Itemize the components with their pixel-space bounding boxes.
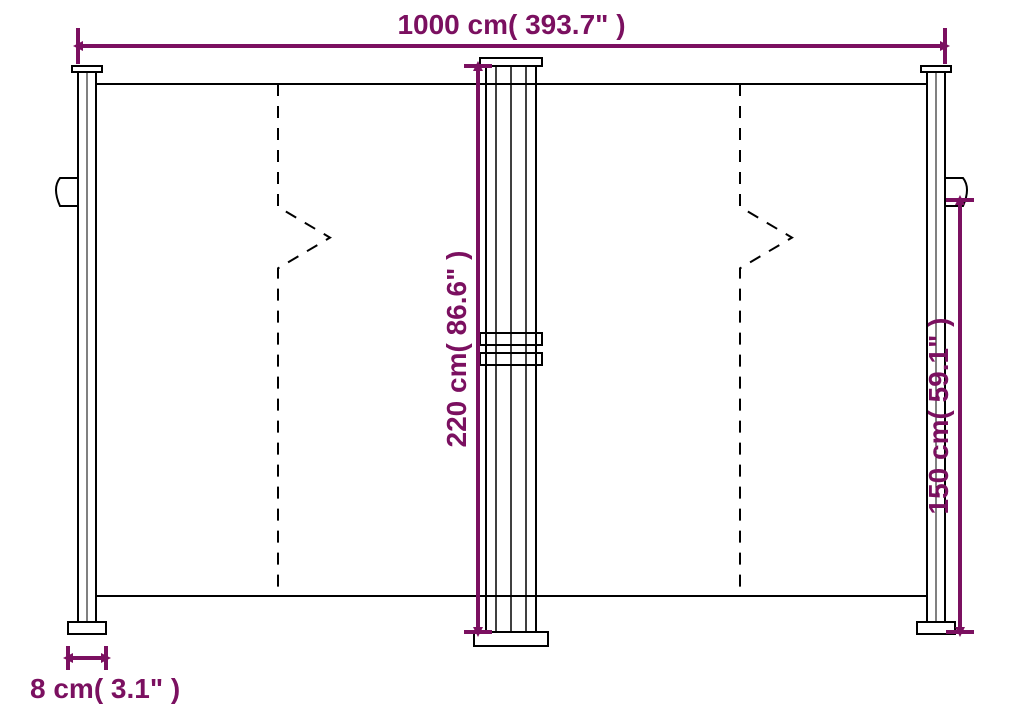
- label-panel-height: 150 cm( 59.1" ): [923, 318, 954, 515]
- label-base-depth: 8 cm( 3.1" ): [30, 673, 180, 704]
- left-handle: [56, 178, 78, 206]
- fold-line-left: [278, 84, 330, 596]
- center-base: [474, 632, 548, 646]
- fold-line-right: [740, 84, 792, 596]
- label-full-height: 220 cm( 86.6" ): [441, 251, 472, 448]
- left-base: [68, 622, 106, 634]
- label-width: 1000 cm( 393.7" ): [397, 9, 625, 40]
